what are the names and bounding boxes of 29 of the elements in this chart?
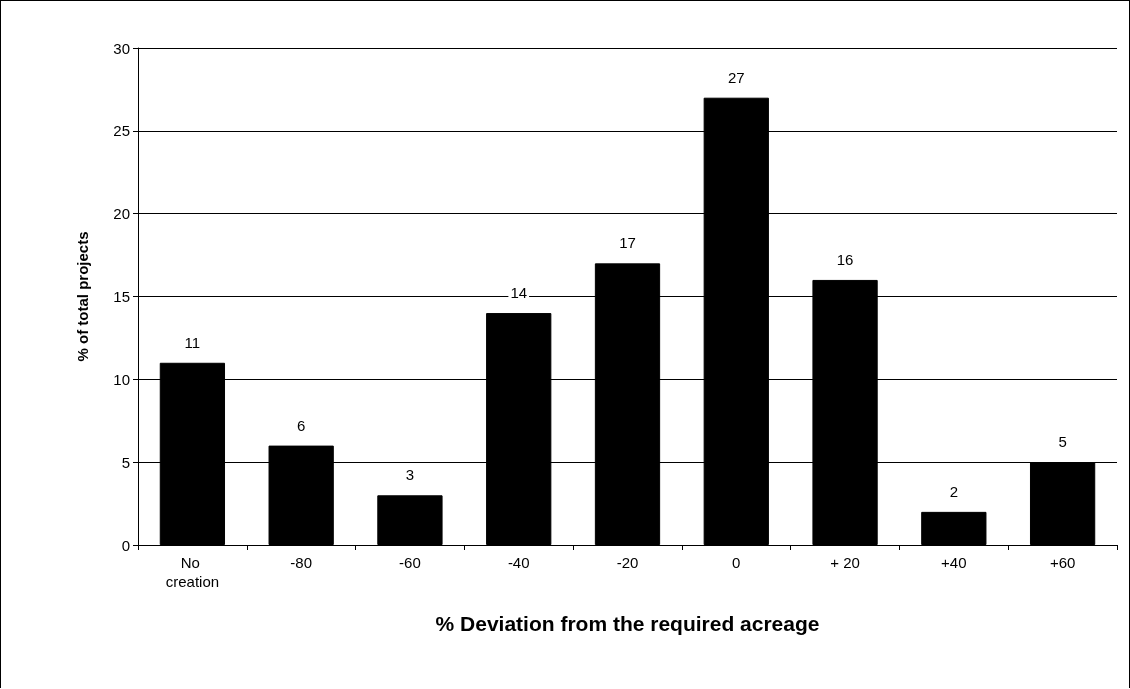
- x-tick-label: No creation: [165, 554, 220, 590]
- data-label: 2: [949, 482, 959, 500]
- x-axis-title: % Deviation from the required acreage: [435, 612, 820, 635]
- data-label: 11: [184, 333, 201, 351]
- y-axis-title: % of total projects: [74, 231, 91, 362]
- y-tick-label: 10: [113, 370, 130, 388]
- x-tick-label: -60: [399, 554, 421, 571]
- data-label: 6: [296, 416, 306, 434]
- data-label: 14: [510, 284, 528, 302]
- y-tick-label: 5: [121, 453, 130, 471]
- data-label: 27: [727, 68, 745, 86]
- x-tick-label: + 20: [830, 554, 860, 571]
- x-tick-label: -40: [507, 554, 530, 571]
- bar: [921, 511, 987, 545]
- data-label: 3: [405, 466, 415, 484]
- x-tick-label: +60: [1049, 554, 1076, 571]
- y-tick-label: 20: [113, 205, 130, 223]
- y-tick-label: 30: [113, 39, 130, 57]
- x-tick-label: -20: [616, 554, 639, 571]
- bar: [377, 495, 443, 545]
- x-tick-label: -80: [290, 554, 313, 571]
- y-tick-label: 0: [121, 536, 130, 554]
- data-label: 17: [619, 234, 636, 252]
- x-tick-label: 0: [732, 554, 741, 571]
- y-tick-label: 15: [113, 288, 130, 305]
- y-tick-label: 25: [113, 122, 130, 140]
- data-label: 5: [1058, 433, 1067, 451]
- x-tick-label: +40: [941, 554, 967, 571]
- data-label: 16: [836, 250, 854, 268]
